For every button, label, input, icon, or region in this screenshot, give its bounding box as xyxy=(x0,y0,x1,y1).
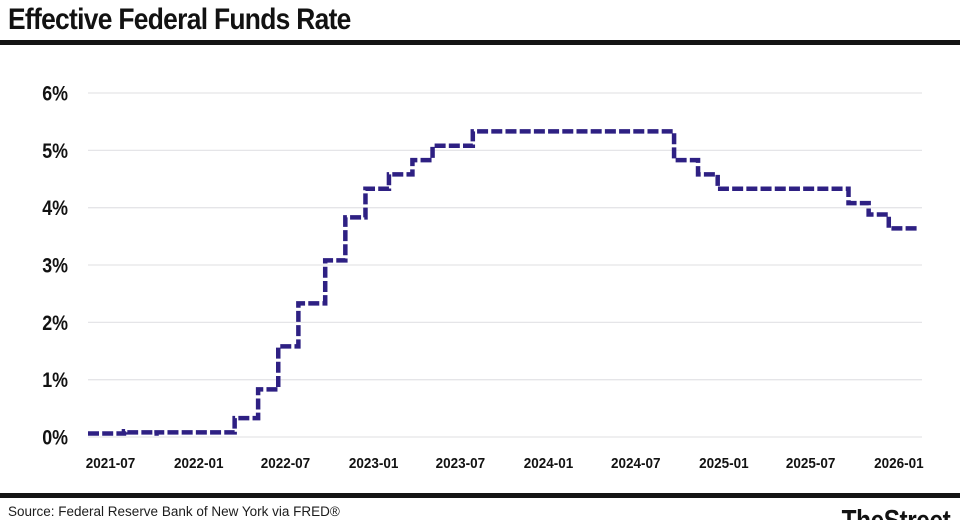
y-axis-tick-label: 3% xyxy=(42,254,68,278)
chart-title: Effective Federal Funds Rate xyxy=(8,3,351,36)
y-axis-tick-label: 6% xyxy=(42,82,68,106)
x-axis-tick-label: 2026-01 xyxy=(874,455,924,472)
y-axis-tick-label: 2% xyxy=(42,312,68,336)
y-axis-tick-label: 1% xyxy=(42,369,68,393)
x-axis-tick-label: 2025-07 xyxy=(786,455,836,472)
x-axis-tick-label: 2021-07 xyxy=(86,455,136,472)
y-axis-tick-label: 4% xyxy=(42,197,68,221)
x-axis-tick-label: 2022-07 xyxy=(261,455,311,472)
x-axis-tick-label: 2022-01 xyxy=(174,455,224,472)
x-axis-tick-label: 2024-01 xyxy=(524,455,574,472)
title-underline-rule xyxy=(0,40,960,45)
thestreet-logo: TheStreet xyxy=(841,505,950,520)
rate-step-line xyxy=(88,129,918,436)
y-axis-tick-label: 0% xyxy=(42,426,68,450)
effr-step-chart: 0% 1% 2% 3% 4% 5% 6% 2021-07 2022-01 2022-07 2023-… xyxy=(42,82,924,472)
x-axis-tick-label: 2024-07 xyxy=(611,455,661,472)
x-axis-tick-label: 2023-01 xyxy=(349,455,399,472)
x-axis-tick-label: 2023-07 xyxy=(436,455,486,472)
footer-rule xyxy=(0,493,960,498)
source-attribution: Source: Federal Reserve Bank of New York… xyxy=(8,504,340,519)
x-axis-tick-label: 2025-01 xyxy=(699,455,749,472)
y-axis-tick-label: 5% xyxy=(42,140,68,164)
